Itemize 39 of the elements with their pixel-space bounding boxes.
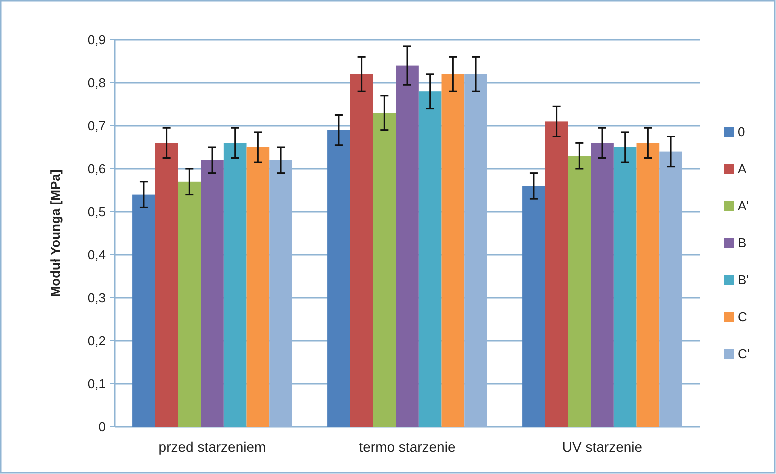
- bar: [224, 143, 247, 427]
- y-axis-title: Moduł Younga [MPa]: [48, 170, 63, 298]
- legend-label: C: [738, 310, 748, 325]
- x-tick-label: przed starzeniem: [158, 439, 266, 455]
- legend-label: C': [738, 346, 750, 362]
- bar: [246, 148, 270, 427]
- bar: [350, 74, 374, 427]
- bar: [442, 74, 465, 427]
- x-tick-label: UV starzenie: [562, 439, 643, 455]
- bar: [545, 122, 568, 427]
- y-tick-label: 0,6: [88, 162, 106, 177]
- legend-label: B: [738, 236, 747, 251]
- legend-label: A': [738, 198, 750, 214]
- bar: [373, 113, 396, 427]
- y-tick-label: 0,5: [88, 204, 106, 220]
- bar: [132, 194, 156, 427]
- y-tick-label: 0,4: [88, 248, 106, 263]
- bar: [591, 143, 614, 427]
- legend-label: 0: [738, 124, 746, 140]
- bar: [418, 92, 442, 427]
- y-tick-label: 0,8: [88, 76, 106, 91]
- y-tick-label: 0,7: [88, 118, 106, 134]
- bar: [522, 186, 546, 427]
- y-tick-label: 0,9: [88, 32, 106, 48]
- y-tick-label: 0,3: [88, 290, 106, 306]
- bar: [201, 160, 224, 427]
- bar: [155, 143, 178, 427]
- x-tick-label: termo starzenie: [359, 439, 456, 455]
- bar: [328, 130, 350, 427]
- y-tick-label: 0,2: [88, 334, 106, 349]
- bar: [636, 143, 660, 427]
- bar: [396, 66, 419, 427]
- legend-label: B': [738, 272, 750, 288]
- bar: [178, 182, 202, 427]
- bar: [568, 156, 592, 427]
- bar: [614, 148, 637, 427]
- legend-label: A: [738, 162, 747, 177]
- y-tick-label: 0,1: [88, 376, 106, 392]
- y-tick-label: 0: [98, 420, 106, 435]
